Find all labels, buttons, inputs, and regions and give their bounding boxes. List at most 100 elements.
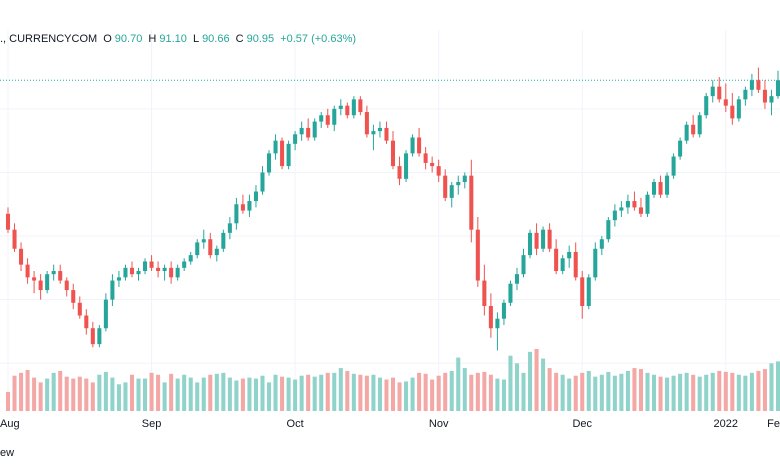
candle-body — [103, 299, 108, 329]
candle — [684, 121, 689, 144]
candle — [12, 223, 17, 252]
volume-bar — [397, 382, 402, 411]
candle — [730, 92, 735, 125]
candle — [586, 274, 591, 310]
candle-body — [32, 277, 37, 281]
candle-body — [384, 127, 389, 141]
candle — [266, 150, 272, 176]
candle — [762, 80, 767, 109]
candle — [541, 226, 546, 252]
candle — [208, 232, 213, 259]
candle — [319, 112, 324, 128]
candle-body — [338, 105, 343, 109]
candle — [756, 67, 761, 93]
candle — [214, 245, 219, 262]
candle — [25, 258, 30, 284]
candle — [475, 216, 480, 287]
volume-bar — [469, 374, 474, 411]
candle — [417, 127, 422, 157]
volume-bar — [351, 373, 356, 411]
candle — [665, 172, 670, 198]
volume-bar — [645, 372, 650, 411]
candle — [364, 105, 369, 138]
candle — [51, 264, 56, 281]
candle-body — [599, 239, 604, 249]
candle-body — [97, 328, 102, 345]
footer-text[interactable]: ew — [0, 447, 15, 459]
candle-body — [423, 153, 428, 163]
volume-bar — [671, 375, 676, 411]
volume-bar — [195, 382, 200, 411]
candle-body — [573, 251, 578, 278]
candle — [671, 153, 676, 179]
candle-body — [247, 201, 252, 211]
volume-bar — [769, 363, 774, 411]
candle — [221, 229, 226, 252]
candle-body — [710, 86, 715, 97]
candle — [116, 271, 121, 287]
volume-bar — [201, 377, 206, 411]
volume-bar — [116, 384, 121, 411]
candle — [697, 112, 702, 138]
candle — [704, 92, 709, 119]
volume-bar — [665, 377, 670, 411]
volume-bar — [632, 368, 637, 411]
candle — [5, 207, 11, 233]
candle — [769, 89, 774, 116]
candle-body — [371, 131, 376, 135]
volume-bar — [266, 382, 272, 411]
candle-body — [560, 258, 565, 272]
volume-bar — [723, 371, 728, 411]
candle-body — [136, 271, 141, 275]
candle — [156, 261, 161, 278]
candle — [632, 191, 637, 211]
candle-body — [593, 248, 598, 278]
volume-bar — [462, 368, 467, 411]
candle-body — [227, 223, 232, 233]
x-tick-label: Nov — [429, 418, 449, 430]
candle — [123, 264, 128, 281]
candle-body — [625, 201, 630, 208]
x-tick-label: 2022 — [714, 418, 738, 430]
volume-bar — [325, 372, 330, 411]
candle-body — [240, 204, 245, 211]
symbol-label: ., CURRENCYCOM — [0, 33, 98, 45]
candle — [723, 83, 728, 113]
candle-body — [332, 108, 337, 125]
candle-body — [443, 175, 448, 198]
candle-body — [214, 248, 219, 256]
volume-bar — [547, 368, 552, 411]
volume-bar — [123, 382, 128, 411]
candle-body — [567, 251, 572, 259]
volume-bar — [64, 376, 69, 411]
candle — [743, 86, 748, 106]
volume-bar — [488, 374, 493, 411]
candle-body — [221, 232, 226, 249]
candle-body — [678, 140, 683, 157]
volume-bar — [541, 358, 546, 411]
candle-body — [632, 201, 637, 208]
candle — [449, 181, 454, 208]
candle-body — [71, 290, 76, 303]
candle — [528, 229, 533, 259]
candle-body — [645, 194, 650, 214]
volume-bar — [619, 373, 624, 411]
candle-body — [116, 277, 121, 281]
candle-body — [723, 99, 728, 106]
candle — [175, 264, 180, 281]
candle-body — [286, 143, 291, 167]
volume-bar — [306, 374, 311, 411]
candle-body — [541, 229, 546, 249]
volume-bar — [286, 377, 291, 411]
volume-bar — [593, 376, 598, 411]
candle — [97, 325, 102, 348]
candle-body — [749, 80, 754, 90]
candle — [619, 201, 624, 217]
volume-bar — [45, 378, 50, 411]
volume-bar — [573, 375, 578, 411]
candle-body — [377, 127, 382, 132]
candle-body — [671, 156, 676, 176]
volume-bar — [495, 378, 500, 411]
volume-bar — [188, 377, 193, 411]
